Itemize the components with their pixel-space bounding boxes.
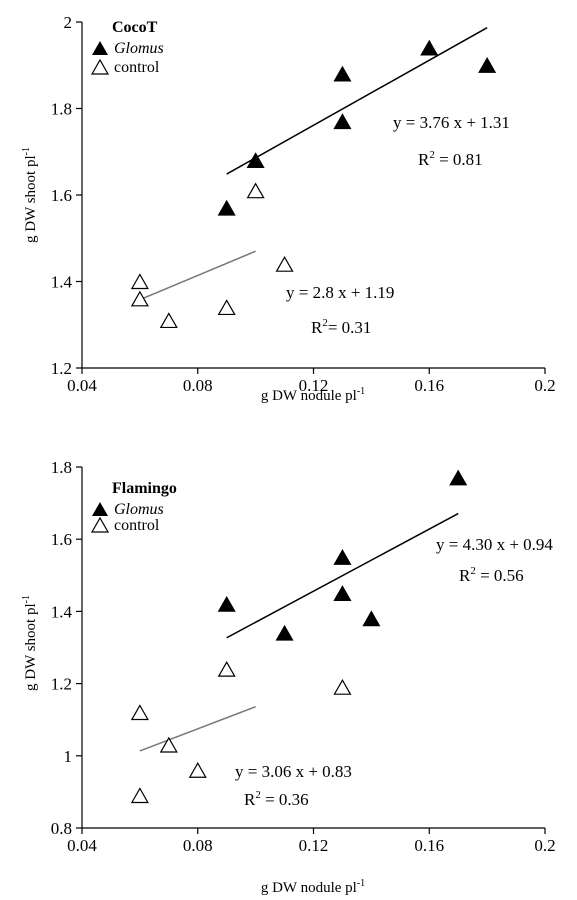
panel1-control-point (159, 312, 178, 329)
panel1-glomus-point (420, 39, 439, 56)
panel1-glomus-r2: R2 = 0.81 (418, 149, 483, 169)
panel2-y-tick-label: 1.8 (51, 458, 72, 477)
panel1-y-tick-label: 1.8 (51, 100, 72, 119)
panel2-control-trendline (139, 706, 256, 752)
panel2-glomus-point (217, 595, 236, 612)
panel1-glomus-trendline (226, 27, 488, 175)
panel1-glomus-point (333, 65, 352, 82)
panel1-control-point (130, 290, 149, 307)
panel1-legend-control: control (114, 59, 160, 76)
panel2-legend-control: control (114, 517, 160, 534)
panel1-glomus-equation: y = 3.76 x + 1.31 (393, 113, 510, 132)
panel2-control-point (130, 704, 149, 721)
panel2-y-tick-label: 1.4 (51, 602, 73, 621)
panel1-glomus-point (217, 199, 236, 216)
panel1-control-point (217, 299, 236, 316)
panel1-x-axis-label: g DW nodule pl-1 (261, 386, 365, 404)
panel1-x-tick-label: 0.08 (183, 376, 213, 395)
legend-glomus-marker (92, 502, 108, 516)
panel2-control-point (217, 660, 236, 677)
panel1-control-trendline (139, 250, 256, 301)
panel2-glomus-point (333, 549, 352, 565)
panel1-title: CocoT (112, 19, 158, 36)
panel1-y-tick-label: 2 (64, 13, 73, 32)
panel1-glomus-point (333, 113, 352, 130)
panel1-control-point (246, 182, 265, 199)
panel1-control-equation: y = 2.8 x + 1.19 (286, 283, 394, 302)
panel1-control-point (275, 255, 294, 272)
panel1-x-tick-label: 0.04 (67, 376, 97, 395)
panel2-glomus-point (449, 469, 468, 486)
panel2-glomus-point (333, 585, 352, 601)
legend-control-marker (90, 516, 110, 533)
panel1-control-point (130, 273, 149, 290)
panel1-y-tick-label: 1.2 (51, 359, 72, 378)
panel1-x-tick-label: 0.12 (299, 376, 329, 395)
panel2-y-tick-label: 0.8 (51, 819, 72, 838)
panel2-legend-glomus: Glomus (114, 501, 164, 518)
panel2-y-tick-label: 1.6 (51, 530, 72, 549)
panel2-x-tick-label: 0.12 (299, 836, 329, 855)
panel2-x-tick-label: 0.16 (414, 836, 444, 855)
panel2-control-point (188, 762, 207, 778)
panel2-y-tick-label: 1 (64, 747, 73, 766)
panel-cocot: 1.2 1.4 1.6 1.8 2 0.04 0.08 0.12 0.16 0.2 g DW n… (21, 13, 556, 404)
panel1-y-axis-label: g DW shoot pl-1 (21, 147, 39, 243)
panel2-glomus-r2: R2 = 0.56 (459, 565, 524, 585)
panel2-glomus-point (362, 610, 381, 627)
panel2-glomus-equation: y = 4.30 x + 0.94 (436, 535, 553, 554)
panel2-glomus-point (275, 624, 294, 641)
panel1-glomus-point (246, 152, 265, 168)
panel2-x-tick-label: 0.04 (67, 836, 97, 855)
panel1-x-tick-label: 0.2 (534, 376, 555, 395)
panel1-y-tick-label: 1.6 (51, 186, 72, 205)
panel2-glomus-trendline (226, 512, 459, 639)
panel2-control-equation: y = 3.06 x + 0.83 (235, 762, 352, 781)
panel2-control-r2: R2 = 0.36 (244, 789, 309, 809)
panel2-x-tick-label: 0.08 (183, 836, 213, 855)
panel1-control-r2: R2= 0.31 (311, 317, 371, 337)
panel2-y-tick-label: 1.2 (51, 675, 72, 694)
panel1-y-tick-label: 1.4 (51, 273, 73, 292)
panel2-control-point (130, 787, 149, 804)
legend-control-marker (90, 58, 110, 75)
panel2-x-axis-label: g DW nodule pl-1 (261, 878, 365, 896)
panel1-glomus-point (478, 57, 497, 73)
legend-glomus-marker (92, 41, 108, 55)
panel2-title: Flamingo (112, 480, 177, 497)
panel2-x-tick-label: 0.2 (534, 836, 555, 855)
panel2-control-point (333, 679, 352, 695)
panel2-y-axis-label: g DW shoot pl-1 (21, 595, 39, 691)
panel2-control-point (159, 736, 178, 753)
panel1-x-tick-label: 0.16 (414, 376, 444, 395)
panel-flamingo: 0.8 1 1.2 1.4 1.6 1.8 0.04 0.08 0.12 0.16 0.2 g D… (21, 458, 556, 896)
panel1-legend-glomus: Glomus (114, 40, 164, 57)
